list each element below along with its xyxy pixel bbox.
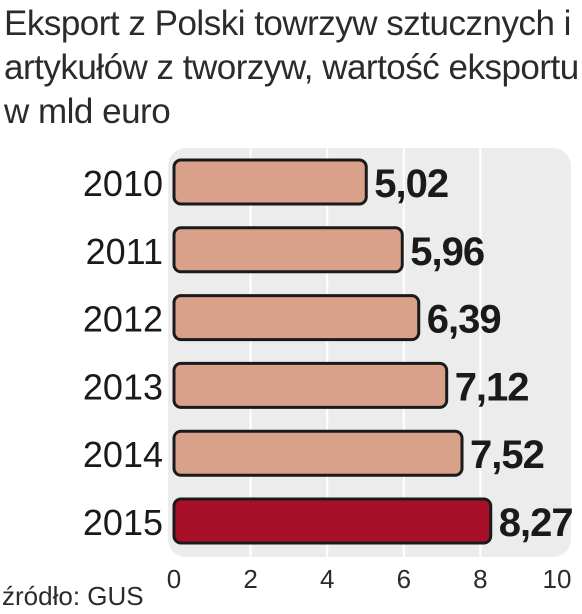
category-labels: 2010 2011 2012 2013 2014 2015 xyxy=(83,163,163,543)
x-tick-label: 10 xyxy=(543,564,572,594)
category-label-2013: 2013 xyxy=(83,366,163,407)
value-label-2012: 6,39 xyxy=(427,298,501,342)
x-tick-label: 2 xyxy=(243,564,257,594)
bar-2010 xyxy=(172,158,368,206)
bars xyxy=(172,158,493,545)
category-label-2010: 2010 xyxy=(83,163,163,204)
value-label-2014: 7,52 xyxy=(470,433,544,477)
value-labels: 5,02 5,96 6,39 7,12 7,52 8,27 xyxy=(374,162,573,545)
value-label-2015: 8,27 xyxy=(499,501,573,545)
x-tick-label: 0 xyxy=(167,564,181,594)
grid-lines xyxy=(249,148,482,557)
value-label-2013: 7,12 xyxy=(455,365,529,409)
chart-title: Eksport z Polski towrzyw sztucznych i ar… xyxy=(4,4,579,131)
category-label-2012: 2012 xyxy=(83,299,163,340)
x-tick-label: 8 xyxy=(473,564,487,594)
bar-2012 xyxy=(172,294,421,342)
bar-2013 xyxy=(172,361,449,409)
x-tick-labels: 0 2 4 6 8 10 xyxy=(167,564,572,594)
source-note: źródło: GUS xyxy=(2,581,144,611)
category-label-2015: 2015 xyxy=(83,502,163,543)
x-tick-label: 6 xyxy=(397,564,411,594)
value-label-2011: 5,96 xyxy=(410,230,484,274)
plot-panel xyxy=(168,148,571,557)
category-label-2014: 2014 xyxy=(83,434,163,475)
bar-2011 xyxy=(172,226,404,274)
category-label-2011: 2011 xyxy=(86,231,163,272)
value-label-2010: 5,02 xyxy=(374,162,448,206)
bar-2015 xyxy=(172,497,493,545)
bar-2014 xyxy=(172,429,464,477)
x-tick-label: 4 xyxy=(320,564,334,594)
